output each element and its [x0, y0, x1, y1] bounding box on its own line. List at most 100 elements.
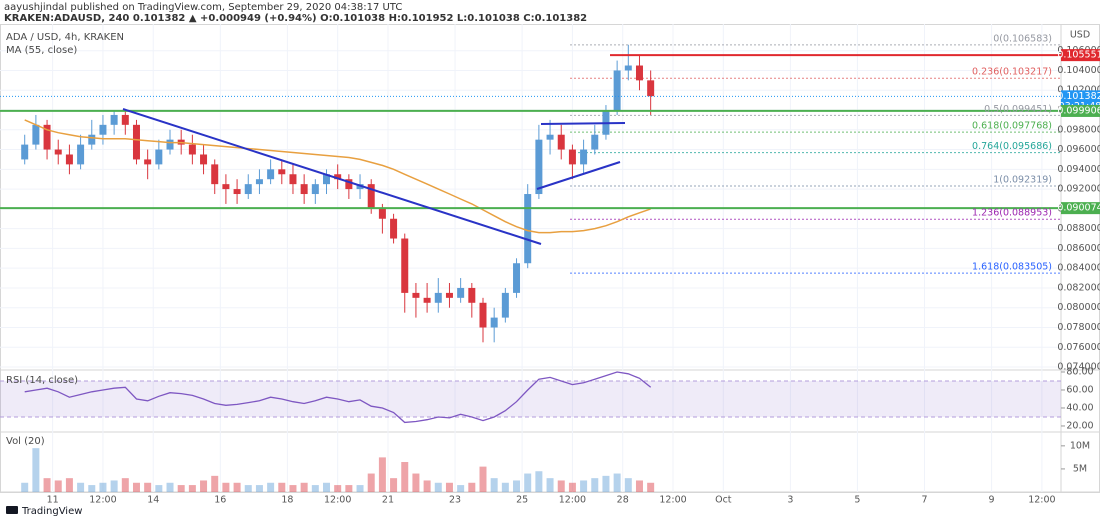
volume-bar — [255, 485, 263, 492]
candle-body — [345, 179, 353, 190]
candle-body — [43, 124, 51, 150]
price-label-box — [1061, 104, 1100, 117]
volume-bar — [602, 475, 610, 492]
y-tick-label: 0.078000 — [1057, 322, 1100, 333]
candle-body — [65, 154, 73, 165]
volume-bar — [121, 478, 129, 492]
candle-body — [121, 114, 129, 125]
volume-bar — [54, 480, 62, 492]
volume-bar — [580, 480, 588, 492]
volume-bar — [367, 473, 375, 492]
volume-bar — [110, 480, 118, 492]
volume-bar — [468, 482, 476, 492]
candle-body — [479, 302, 487, 328]
candle-body — [647, 80, 655, 97]
y-tick-label: 0.102000 — [1057, 85, 1100, 96]
volume-bar — [32, 448, 40, 492]
fib-label: 0(0.106583) — [993, 33, 1052, 44]
volume-legend: Vol (20) — [6, 436, 45, 447]
axis-unit: USD — [1070, 30, 1090, 41]
volume-bar — [401, 462, 409, 492]
candle-body — [32, 124, 40, 145]
price-label: 0.090074 — [1057, 203, 1100, 214]
brand: TradingView — [21, 506, 82, 517]
candle-body — [501, 292, 509, 318]
plot — [0, 44, 1061, 492]
volume-bar — [132, 482, 140, 492]
y-tick-label: 0.094000 — [1057, 164, 1100, 175]
volume-bar — [222, 482, 230, 492]
price-label-box — [1061, 49, 1100, 62]
x-tick-label: 23 — [449, 495, 461, 506]
candle-body — [233, 189, 241, 195]
candle-body — [311, 184, 319, 195]
volume-bar — [434, 482, 442, 492]
rsi-tick-label: 80.00 — [1066, 366, 1093, 377]
x-tick-label: 18 — [281, 495, 293, 506]
volume-bar — [188, 485, 196, 492]
volume-bar — [200, 480, 208, 492]
candle-body — [546, 134, 554, 140]
volume-bar — [479, 466, 487, 492]
logo-mark — [6, 506, 18, 514]
volume-bar — [88, 485, 96, 492]
fib-label: 1.618(0.083505) — [972, 262, 1052, 273]
volume-bar — [647, 482, 655, 492]
volume-bar — [546, 478, 554, 492]
rsi-tick-label: 20.00 — [1066, 420, 1093, 431]
fib-label: 1.236(0.088953) — [972, 208, 1052, 219]
volume-bar — [535, 471, 543, 492]
candle-body — [390, 218, 398, 239]
price-label: 0.099906 — [1057, 105, 1100, 116]
logo: TradingView — [6, 506, 82, 517]
candle-body — [88, 134, 96, 145]
candle-body — [367, 184, 375, 209]
candle-body — [211, 164, 219, 185]
candle-body — [635, 65, 643, 81]
trend-lines — [122, 108, 626, 245]
candle-body — [378, 208, 386, 219]
y-tick-label: 0.092000 — [1057, 184, 1100, 195]
rsi-legend: RSI (14, close) — [6, 375, 78, 386]
volume-bar — [334, 485, 342, 492]
candle-body — [412, 292, 420, 298]
chart-title: ADA / USD, 4h, KRAKEN — [6, 32, 124, 43]
y-tick-label: 0.086000 — [1057, 243, 1100, 254]
y-tick-label: 0.074000 — [1057, 362, 1100, 373]
fib-label: 1(0.092319) — [993, 174, 1052, 185]
candle-body — [334, 174, 342, 180]
volume-bar — [613, 473, 621, 492]
candle-body — [490, 317, 498, 328]
y-tick-label: 0.104000 — [1057, 65, 1100, 76]
candle-body — [278, 169, 286, 175]
x-tick-label: Oct — [715, 495, 732, 506]
volume-bar — [501, 482, 509, 492]
candle-body — [557, 134, 565, 150]
x-tick-label: 16 — [214, 495, 226, 506]
volume-bar — [513, 480, 521, 492]
price-label-box — [1061, 202, 1100, 215]
x-tick-label: 3 — [787, 495, 793, 506]
candle-body — [591, 134, 599, 150]
x-tick-label: 12:00 — [89, 495, 116, 506]
volume-bar — [233, 482, 241, 492]
candle-body — [624, 65, 632, 71]
candle-body — [613, 70, 621, 111]
trend-line — [122, 108, 542, 245]
rsi-band — [0, 380, 1061, 417]
volume-bar — [166, 482, 174, 492]
candle-body — [255, 179, 263, 185]
candle-body — [568, 149, 576, 165]
x-tick-label: 12:00 — [659, 495, 686, 506]
volume-bar — [99, 482, 107, 492]
y-tick-label: 0.096000 — [1057, 144, 1100, 155]
y-tick-label: 0.080000 — [1057, 302, 1100, 313]
ma-legend: MA (55, close) — [6, 45, 77, 56]
candle-body — [289, 174, 297, 185]
price-label: 0.101382 — [1057, 91, 1100, 102]
volume-bar — [177, 485, 185, 492]
volume-bar — [43, 478, 51, 492]
candle-body — [21, 144, 29, 160]
x-tick-label: 12:00 — [324, 495, 351, 506]
